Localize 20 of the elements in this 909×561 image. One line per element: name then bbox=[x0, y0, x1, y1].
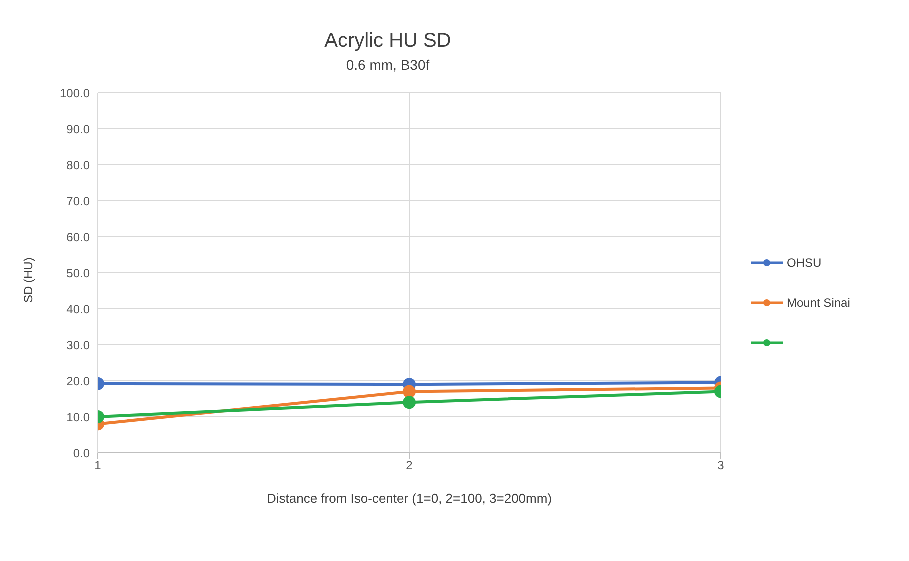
y-tick-label: 60.0 bbox=[66, 230, 90, 244]
chart-subtitle: 0.6 mm, B30f bbox=[345, 57, 431, 73]
x-tick-label: 2 bbox=[406, 458, 414, 473]
y-tick-label: 100.0 bbox=[60, 86, 90, 100]
legend-label: OHSU bbox=[787, 256, 822, 270]
x-tick-label: 1 bbox=[94, 458, 102, 473]
y-tick-label: 10.0 bbox=[66, 410, 90, 424]
x-tick-label: 3 bbox=[718, 458, 725, 473]
chart-title: Acrylic HU SD bbox=[324, 30, 452, 53]
y-tick-label: 80.0 bbox=[66, 158, 90, 172]
y-tick-label: 30.0 bbox=[66, 338, 90, 352]
x-axis-title: Distance from Iso-center (1=0, 2=100, 3=200mm) bbox=[266, 491, 552, 506]
y-tick-label: 20.0 bbox=[66, 374, 90, 388]
y-tick-label: 50.0 bbox=[66, 266, 90, 280]
y-tick-label: 90.0 bbox=[66, 122, 90, 136]
y-tick-label: 0.0 bbox=[73, 446, 90, 460]
y-axis-title: SD (HU) bbox=[21, 258, 36, 303]
y-tick-label: 70.0 bbox=[66, 194, 90, 208]
legend-label: Mount Sinai bbox=[787, 296, 850, 310]
y-tick-label: 40.0 bbox=[66, 302, 90, 316]
